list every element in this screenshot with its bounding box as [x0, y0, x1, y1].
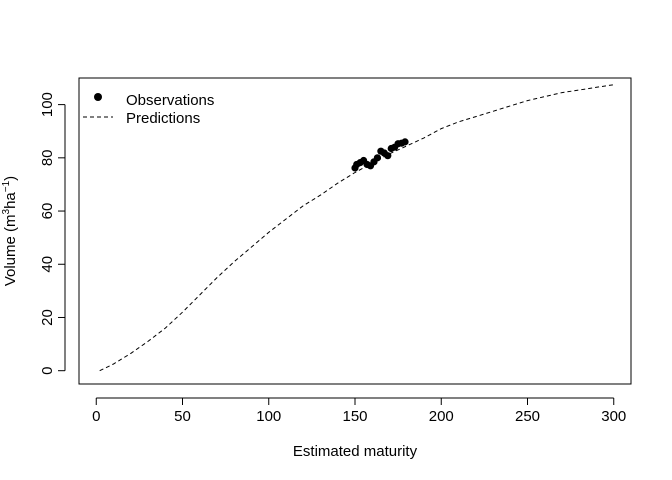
observation-point — [401, 138, 409, 146]
x-tick-label: 0 — [92, 408, 100, 425]
y-axis: 0 20 40 60 80 100 — [39, 92, 66, 375]
plot-frame — [78, 77, 632, 385]
x-tick-label: 100 — [256, 408, 281, 425]
y-tick-label: 40 — [39, 256, 56, 273]
y-tick-label: 60 — [39, 203, 56, 220]
x-tick-label: 200 — [429, 408, 454, 425]
observation-point — [384, 152, 392, 160]
x-tick-label: 250 — [515, 408, 540, 425]
y-axis-label: Volume (m3ha−1) — [1, 176, 19, 286]
y-axis-label-sup2: −1 — [1, 180, 12, 192]
y-tick-label: 20 — [39, 309, 56, 326]
y-axis-label-middle: ha — [2, 192, 19, 209]
legend-observations-marker — [94, 93, 102, 101]
x-axis-label: Estimated maturity — [293, 443, 418, 460]
y-axis-label-prefix: Volume (m — [2, 214, 19, 286]
x-tick-label: 300 — [601, 408, 626, 425]
y-axis-label-sup1: 3 — [1, 208, 12, 214]
y-tick-label: 0 — [39, 367, 56, 375]
y-tick-label: 100 — [39, 92, 56, 117]
x-tick-label: 150 — [342, 408, 367, 425]
legend-observations-label: Observations — [126, 92, 214, 109]
x-tick-label: 50 — [174, 408, 191, 425]
series-layer — [99, 84, 614, 372]
legend-predictions-label: Predictions — [126, 110, 200, 127]
series-predictions-line — [99, 84, 614, 372]
y-tick-label: 80 — [39, 149, 56, 166]
legend: Observations Predictions — [83, 92, 214, 127]
y-axis-label-suffix: ) — [2, 176, 19, 181]
x-axis: 0 50 100 150 200 250 300 — [92, 397, 626, 425]
observation-point — [373, 154, 382, 162]
